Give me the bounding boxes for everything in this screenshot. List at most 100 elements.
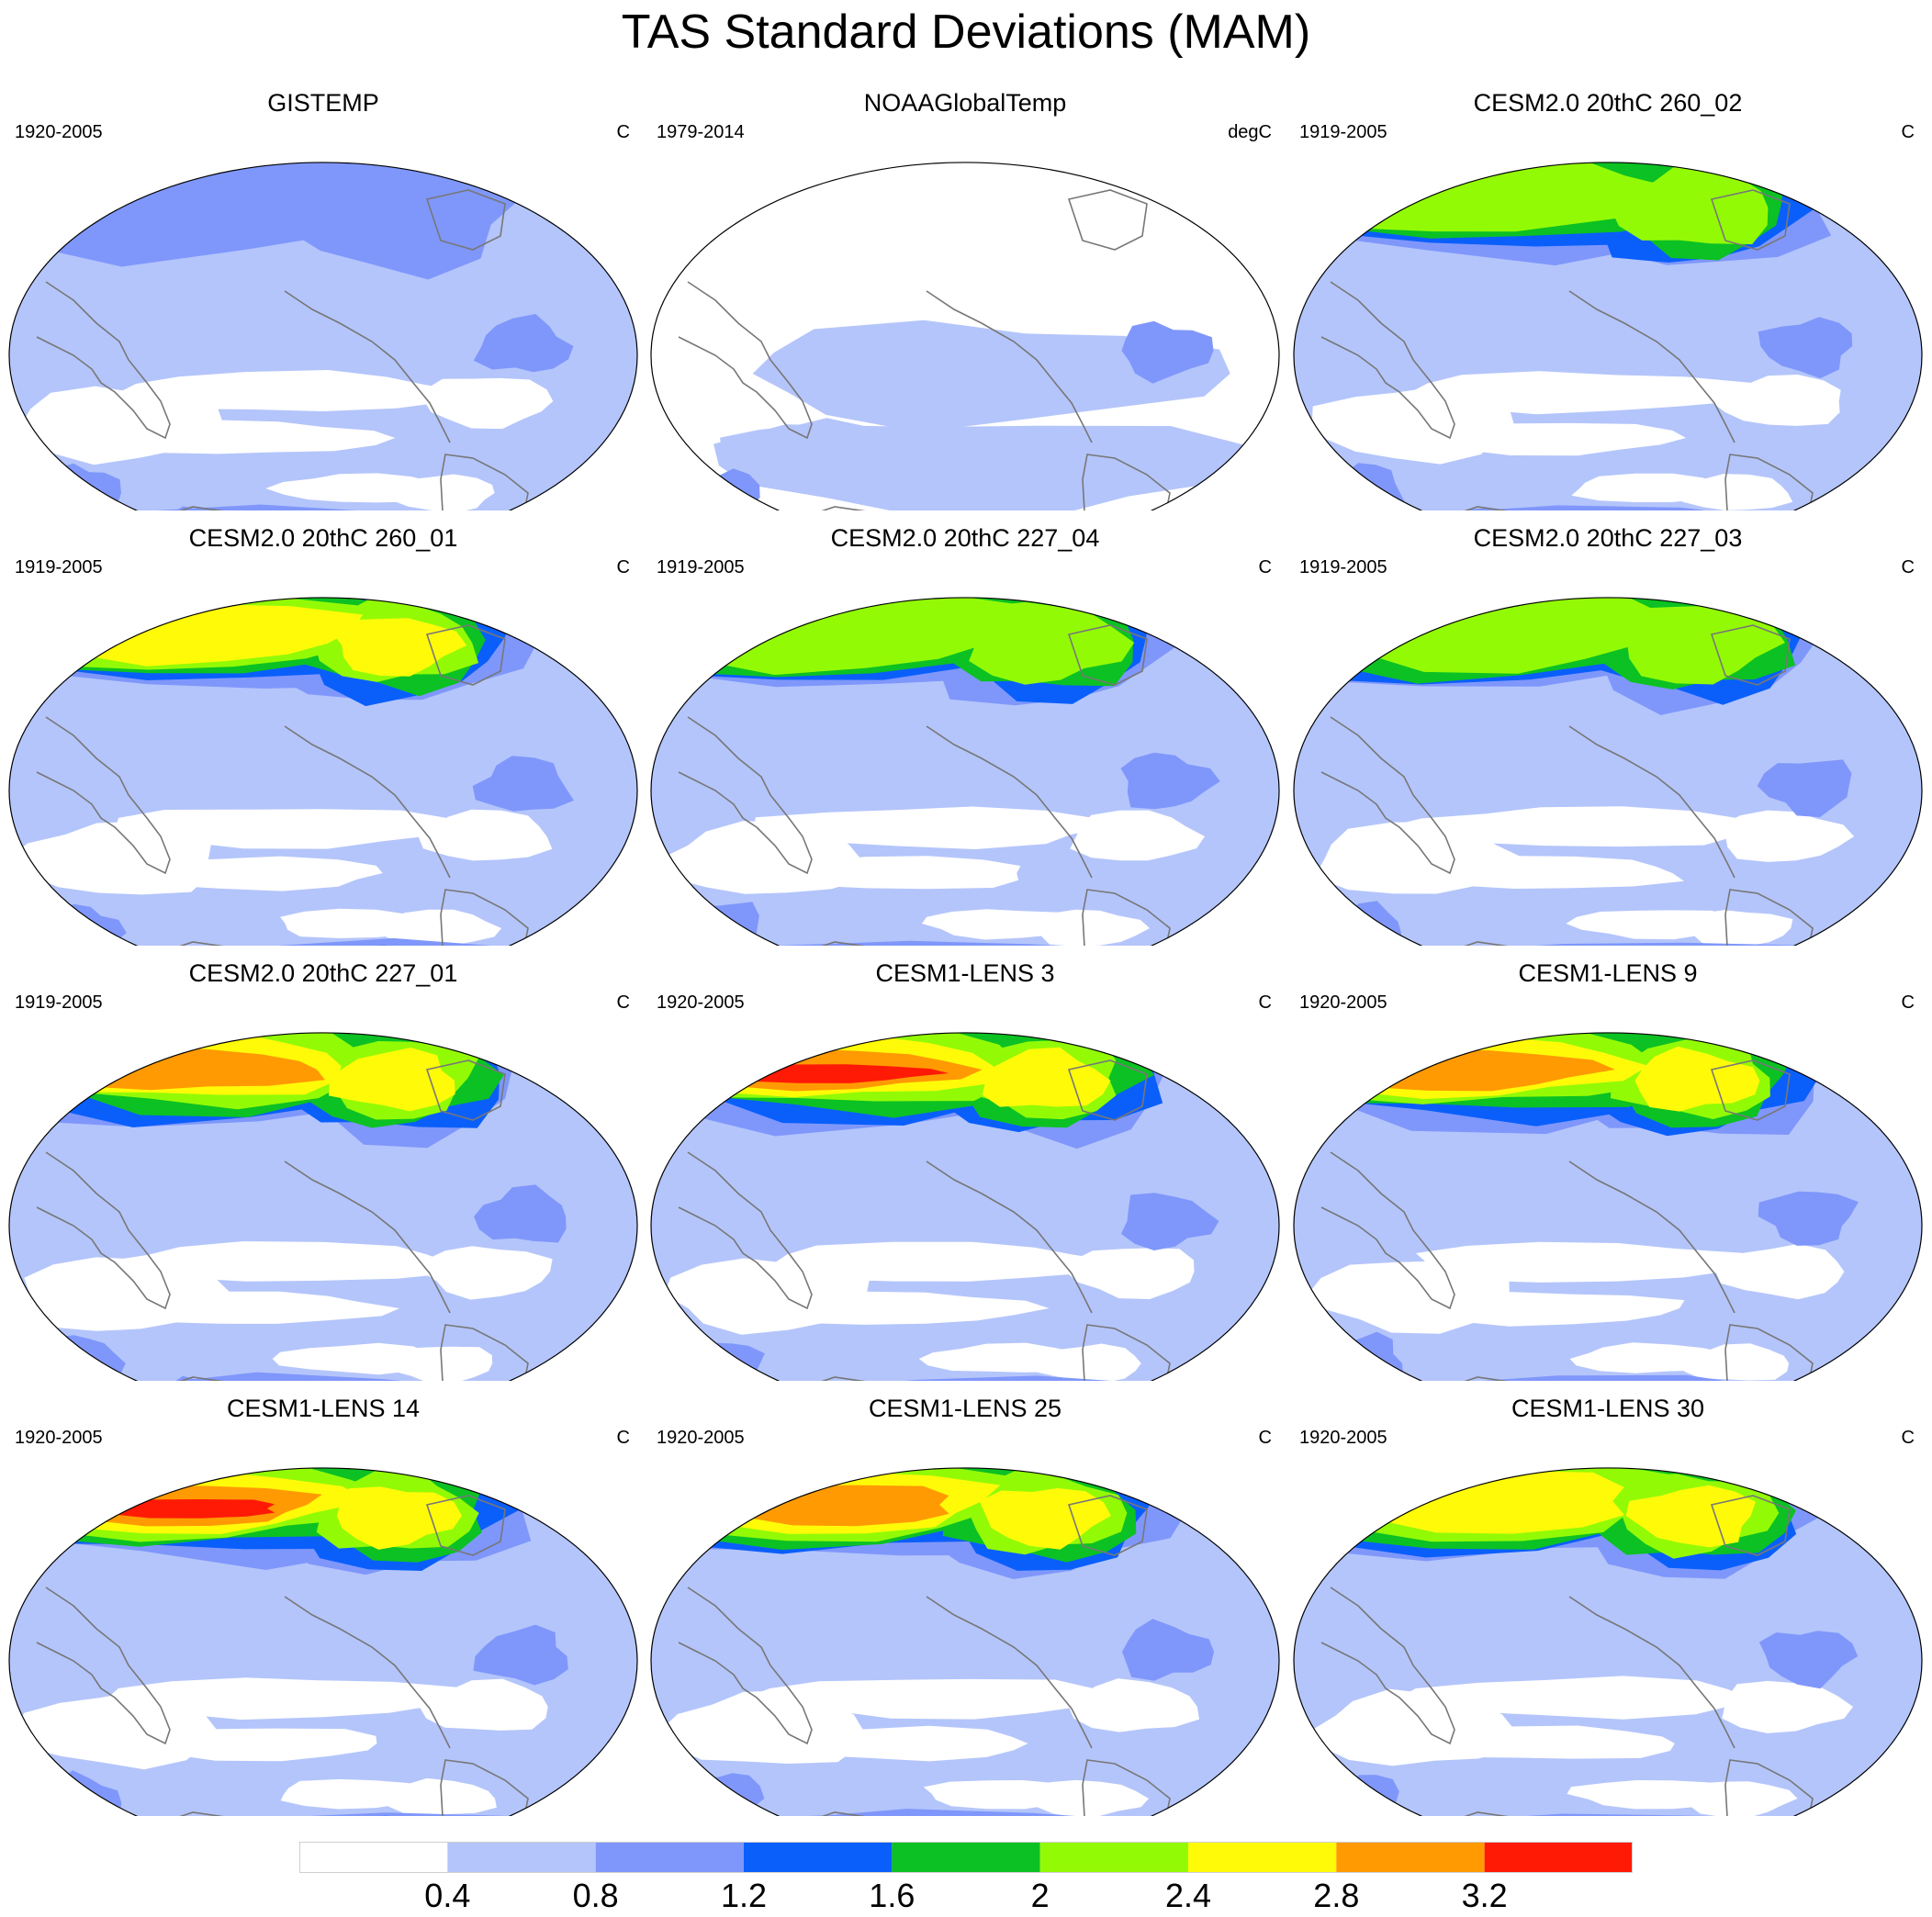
map-border (8, 597, 638, 946)
coastline (1449, 1811, 1529, 1816)
colorbar-swatch (892, 1842, 1040, 1873)
field-contour (98, 1241, 463, 1282)
field-contour (474, 1184, 567, 1243)
field-contour (15, 1690, 217, 1770)
colorbar-tick-label: 2.8 (1313, 1877, 1360, 1914)
map-border (1293, 1467, 1923, 1816)
panel-units: C (1901, 557, 1915, 577)
field-contour (8, 821, 212, 895)
panel-units: C (616, 992, 630, 1013)
field-contour (280, 1778, 450, 1810)
coastline (440, 1324, 529, 1381)
map-panel: CESM1-LENS 3 1920-2005 C (646, 958, 1285, 1381)
map-panel: CESM1-LENS 30 1920-2005 C (1288, 1394, 1927, 1816)
panel-period: 1920-2005 (1299, 1428, 1387, 1448)
coastline (1724, 889, 1814, 946)
colorbar-tick-label: 0.4 (424, 1877, 471, 1914)
field-contour (923, 1780, 1097, 1810)
field-contour (1327, 1331, 1404, 1381)
coastline (164, 941, 244, 946)
map-border (8, 1467, 638, 1816)
map-border (1293, 1032, 1923, 1381)
field-contour (473, 314, 574, 373)
coastline (1082, 889, 1171, 946)
figure-title: TAS Standard Deviations (MAM) (621, 6, 1311, 59)
coastline (36, 1586, 171, 1745)
coastline (440, 454, 529, 510)
map-field (8, 162, 638, 510)
panel-units: C (616, 1428, 630, 1448)
field-contour (419, 1678, 548, 1731)
panel-period: 1920-2005 (15, 122, 103, 142)
coastline (1067, 1059, 1148, 1121)
coastline (1320, 281, 1455, 440)
field-contour (21, 386, 224, 465)
field-contour (1415, 1241, 1776, 1283)
map-border (650, 162, 1280, 510)
coastline (806, 1811, 886, 1816)
colorbar-swatch (447, 1842, 596, 1873)
panel-title: CESM2.0 20thC 227_03 (1473, 524, 1743, 552)
field-contour (684, 1342, 765, 1381)
panel-period: 1920-2005 (1299, 992, 1387, 1013)
field-contour (24, 1257, 232, 1331)
coastline (36, 1151, 171, 1310)
coastline (1710, 1059, 1791, 1121)
field-contour (421, 1246, 553, 1300)
field-contour (1625, 1485, 1756, 1548)
panel-title: CESM1-LENS 9 (1518, 959, 1698, 987)
colorbar (299, 1842, 1633, 1873)
field-contour (1722, 1680, 1854, 1733)
field-contour (684, 468, 760, 510)
field-contour (720, 418, 888, 499)
coastline (1710, 189, 1791, 251)
coastline (164, 1811, 244, 1816)
field-contour (969, 601, 1135, 685)
field-contour (424, 377, 554, 430)
panel-units: C (1258, 1428, 1272, 1448)
coastline (284, 1596, 451, 1749)
map-panel: CESM1-LENS 9 1920-2005 C (1288, 958, 1927, 1381)
colorbar-swatch (299, 1842, 448, 1873)
field-contour (1120, 1193, 1219, 1250)
field-contour (659, 821, 871, 894)
map-field (8, 1467, 638, 1816)
panel-period: 1919-2005 (15, 557, 103, 577)
map-border (650, 1467, 1280, 1816)
field-contour (1634, 1046, 1760, 1112)
field-contour (1758, 1191, 1859, 1246)
coastline (678, 281, 813, 440)
map-panel: CESM2.0 20thC 260_01 1919-2005 C (4, 523, 643, 946)
panel-units: C (1258, 992, 1272, 1013)
colorbar-swatch (1188, 1842, 1337, 1873)
field-contour (1070, 810, 1206, 861)
map-panel: CESM2.0 20thC 227_04 1919-2005 C (646, 523, 1285, 946)
field-contour (1121, 320, 1214, 384)
field-contour (1571, 473, 1746, 502)
field-contour (108, 370, 469, 411)
coastline (806, 1376, 886, 1381)
map-field (650, 597, 1280, 946)
coastline (1320, 716, 1455, 875)
map-panel: CESM1-LENS 14 1920-2005 C (4, 1394, 643, 1816)
field-contour (1293, 1471, 1624, 1534)
panel-period: 1920-2005 (657, 1428, 745, 1448)
map-border (1293, 597, 1923, 946)
field-contour (1715, 1243, 1845, 1300)
panel-units: C (1901, 1428, 1915, 1448)
colorbar-tick-label: 2 (1030, 1877, 1050, 1914)
field-contour (1757, 759, 1852, 818)
coastline (1449, 506, 1529, 510)
panel-units: degC (1228, 122, 1272, 142)
field-contour (272, 1342, 438, 1375)
coastline (806, 506, 886, 510)
field-contour (280, 908, 451, 938)
panel-period: 1920-2005 (657, 992, 745, 1013)
coastline (1067, 624, 1148, 686)
map-border (8, 162, 638, 510)
panel-title: GISTEMP (267, 89, 379, 117)
map-border (1293, 162, 1923, 510)
coastline (425, 624, 506, 686)
field-contour (1311, 387, 1514, 465)
coastline (926, 725, 1093, 879)
